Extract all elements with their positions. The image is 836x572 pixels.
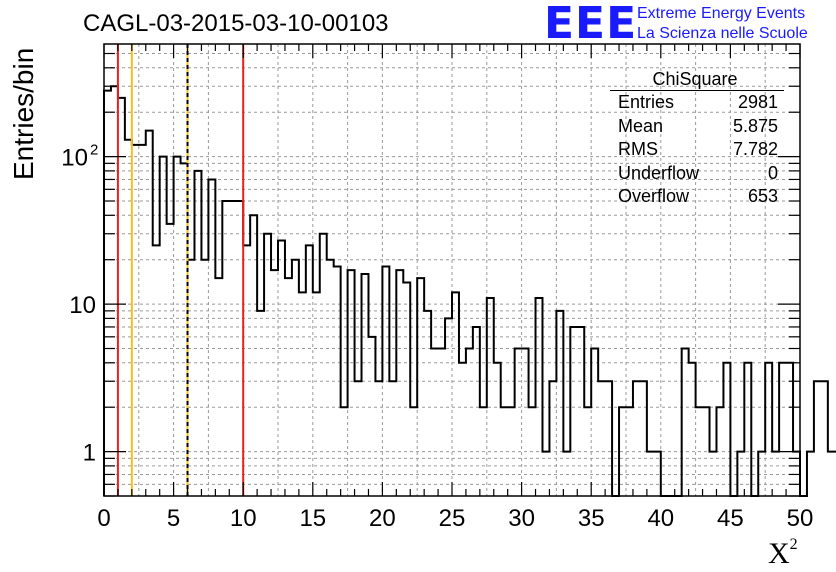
eee-logo-icon: EEE: [544, 0, 638, 49]
stats-label: Underflow: [618, 162, 700, 183]
stats-label: RMS: [618, 139, 658, 159]
x-tick-label: 5: [167, 505, 180, 532]
y-tick-label: 10: [61, 145, 88, 172]
y-tick-label: 10: [69, 292, 96, 319]
stats-box: ChiSquare Entries 2981 Mean 5.875 RMS 7.782 Un…: [610, 68, 784, 209]
y-tick-label: 1: [83, 440, 96, 467]
y-tick-label-exponent: 2: [90, 142, 98, 159]
stats-row-underflow: Underflow 0: [612, 162, 778, 186]
x-tick-label: 10: [230, 505, 257, 532]
x-tick-label: 20: [369, 505, 396, 532]
stats-label: Entries: [618, 92, 675, 112]
x-tick-label: 15: [299, 505, 326, 532]
stats-row-overflow: Overflow 653: [612, 185, 778, 209]
logo-caption: Extreme Energy Events La Scienza nelle S…: [637, 4, 808, 44]
stats-rows: Entries 2981 Mean 5.875 RMS 7.782 Underflow 0 Ov…: [612, 91, 778, 209]
stats-value: 7.782: [732, 139, 778, 159]
x-axis-label-base: X: [768, 537, 790, 570]
stats-label: Mean: [618, 115, 664, 136]
stats-title: ChiSquare: [652, 69, 738, 89]
stats-row-entries: Entries 2981: [612, 91, 778, 115]
x-tick-label: 40: [647, 505, 674, 532]
logo-line-1: Extreme Energy Events: [637, 5, 806, 22]
x-tick-label: 45: [717, 505, 744, 532]
x-axis-label-sup: 2: [789, 536, 798, 553]
stats-value: 0: [767, 162, 778, 183]
x-tick-label: 0: [97, 505, 110, 532]
x-tick-label: 25: [439, 505, 466, 532]
x-tick-label: 35: [578, 505, 605, 532]
stats-value: 2981: [737, 92, 778, 112]
stats-value: 5.875: [732, 115, 778, 136]
x-tick-label: 30: [508, 505, 535, 532]
stats-row-mean: Mean 5.875: [612, 115, 778, 139]
stats-row-rms: RMS 7.782: [612, 138, 778, 162]
stats-value: 653: [747, 186, 778, 206]
chart-title: CAGL-03-2015-03-10-00103: [83, 10, 389, 37]
logo-line-2: La Scienza nelle Scuole: [637, 25, 808, 42]
x-tick-label: 50: [787, 505, 814, 532]
stats-label: Overflow: [618, 186, 690, 206]
x-axis-label: X2: [768, 536, 798, 571]
stats-divider: [610, 90, 784, 91]
